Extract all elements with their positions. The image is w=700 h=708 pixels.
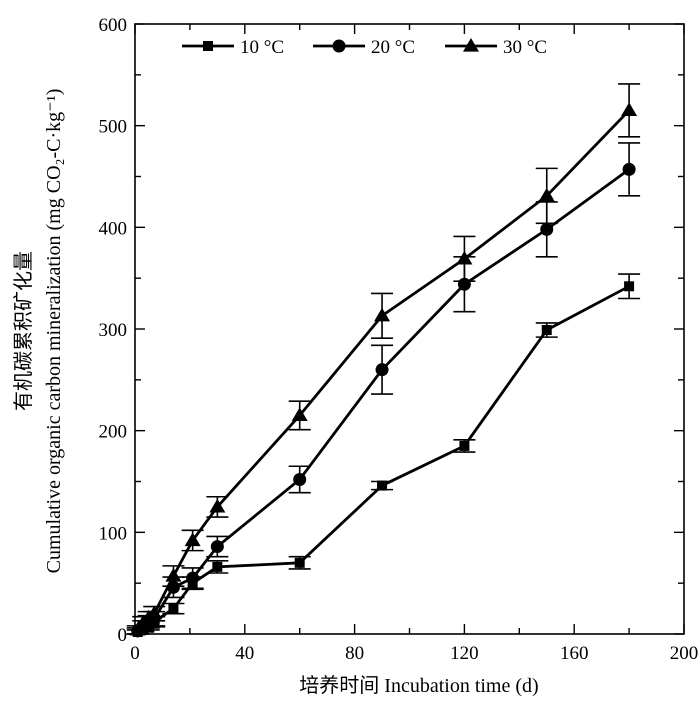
data-point (538, 187, 555, 202)
legend-entry-square: 10 °C (182, 37, 284, 58)
data-point (541, 325, 552, 336)
legend-marker (332, 39, 346, 53)
data-point (291, 407, 308, 422)
x-tick-label: 200 (670, 643, 699, 664)
y-tick-label: 0 (118, 625, 128, 646)
y-tick-label: 400 (99, 218, 128, 239)
legend-label: 30 °C (503, 37, 547, 58)
data-point (375, 363, 389, 377)
y-tick-label: 100 (99, 523, 128, 544)
data-point (146, 605, 163, 620)
data-point (624, 281, 635, 292)
legend-label: 10 °C (240, 37, 284, 58)
data-point (209, 498, 226, 513)
y-tick-label: 500 (99, 117, 128, 138)
x-tick-label: 40 (235, 643, 254, 664)
data-point (622, 162, 636, 176)
x-tick-label: 120 (450, 643, 479, 664)
data-point (621, 102, 638, 117)
x-tick-label: 0 (130, 643, 140, 664)
data-point (294, 557, 305, 568)
data-point (293, 472, 307, 486)
data-point (540, 222, 554, 236)
legend: 10 °C 20 °C 30 °C (182, 37, 547, 58)
series-circle (126, 142, 641, 638)
y-tick-label: 300 (99, 320, 128, 341)
axes: 0 40 80 120 160 200 0 100 200 300 400 500 600 (99, 15, 699, 664)
y-tick-label: 200 (99, 422, 128, 443)
data-point (456, 250, 473, 265)
data-point (210, 540, 224, 554)
x-tick-label: 160 (560, 643, 589, 664)
data-point (377, 480, 388, 491)
series-triangle (126, 83, 641, 636)
legend-label: 20 °C (371, 37, 415, 58)
series-group (126, 83, 641, 638)
data-point (212, 561, 223, 572)
y-tick-label: 600 (99, 15, 128, 36)
legend-entry-circle: 20 °C (313, 37, 415, 58)
data-point (168, 603, 179, 614)
x-axis-label: 培养时间 Incubation time (d) (299, 674, 538, 697)
legend-entry-triangle: 30 °C (445, 37, 547, 58)
data-point (374, 307, 391, 322)
legend-marker (463, 38, 479, 52)
y-axis-label-en: Cumulative organic carbon mineralization… (43, 89, 65, 574)
legend-marker (203, 41, 213, 51)
series-square (126, 273, 641, 637)
series-line (136, 168, 630, 632)
data-point (165, 568, 182, 582)
data-point (184, 532, 201, 547)
x-tick-label: 80 (345, 643, 364, 664)
data-point (459, 440, 470, 451)
y-axis-label-cn: 有机碳累积矿化量 (12, 251, 35, 411)
data-point (186, 571, 200, 585)
